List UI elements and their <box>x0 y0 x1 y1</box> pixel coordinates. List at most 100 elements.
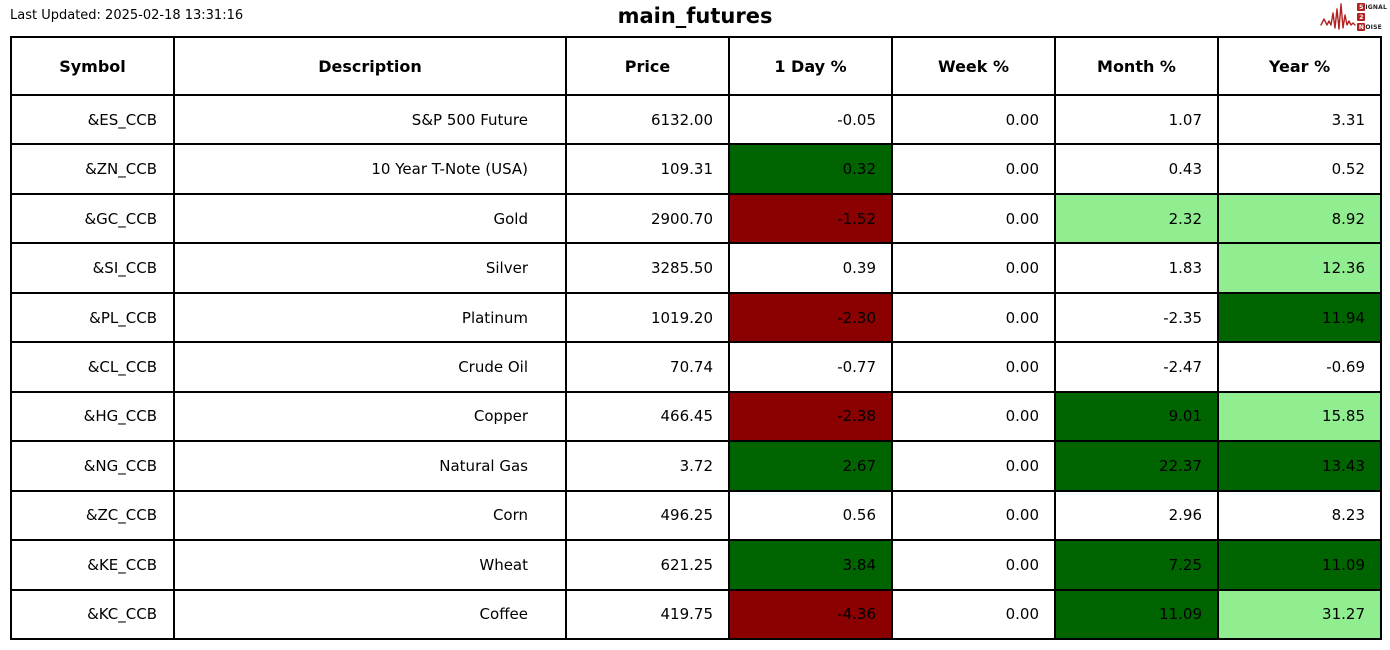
day-pct-cell: 3.84 <box>728 539 893 591</box>
price-cell: 621.25 <box>565 539 730 591</box>
description-cell: Corn <box>173 489 567 542</box>
year-pct-cell: 12.36 <box>1217 242 1382 294</box>
description-cell: Natural Gas <box>173 440 567 492</box>
month-pct-cell: -2.35 <box>1054 291 1219 344</box>
description-cell: Wheat <box>173 539 567 591</box>
last-updated-timestamp: Last Updated: 2025-02-18 13:31:16 <box>10 8 244 23</box>
year-pct-cell: -0.69 <box>1217 341 1382 393</box>
symbol-cell: &HG_CCB <box>10 390 175 443</box>
price-cell: 466.45 <box>565 390 730 443</box>
month-pct-cell: 1.07 <box>1054 93 1219 146</box>
column-header-price: Price <box>565 36 730 96</box>
table-row: &KC_CCB Coffee 419.75 -4.36 0.00 11.09 3… <box>10 588 1382 641</box>
waveform-icon <box>1320 3 1357 30</box>
day-pct-cell: 2.67 <box>728 440 893 492</box>
year-pct-cell: 13.43 <box>1217 440 1382 492</box>
table-row: &ZN_CCB 10 Year T-Note (USA) 109.31 0.32… <box>10 143 1382 195</box>
week-pct-cell: 0.00 <box>891 242 1056 294</box>
week-pct-cell: 0.00 <box>891 93 1056 146</box>
page-title: main_futures <box>617 4 773 28</box>
day-pct-cell: -2.38 <box>728 390 893 443</box>
logo-line-signal: S IGNAL <box>1357 3 1387 11</box>
week-pct-cell: 0.00 <box>891 390 1056 443</box>
table-body: &ES_CCB S&P 500 Future 6132.00 -0.05 0.0… <box>10 93 1382 641</box>
symbol-cell: &CL_CCB <box>10 341 175 393</box>
week-pct-cell: 0.00 <box>891 588 1056 641</box>
column-header-week: Week % <box>891 36 1056 96</box>
logo-line-2: 2 <box>1357 13 1387 22</box>
column-header-year: Year % <box>1217 36 1382 96</box>
description-cell: Platinum <box>173 291 567 344</box>
price-cell: 2900.70 <box>565 192 730 245</box>
symbol-cell: &ZN_CCB <box>10 143 175 195</box>
column-header-1-day: 1 Day % <box>728 36 893 96</box>
symbol-cell: &SI_CCB <box>10 242 175 294</box>
symbol-cell: &GC_CCB <box>10 192 175 245</box>
day-pct-cell: -0.77 <box>728 341 893 393</box>
year-pct-cell: 11.94 <box>1217 291 1382 344</box>
month-pct-cell: 22.37 <box>1054 440 1219 492</box>
price-cell: 3.72 <box>565 440 730 492</box>
table-row: &PL_CCB Platinum 1019.20 -2.30 0.00 -2.3… <box>10 291 1382 344</box>
year-pct-cell: 8.23 <box>1217 489 1382 542</box>
table-row: &HG_CCB Copper 466.45 -2.38 0.00 9.01 15… <box>10 390 1382 443</box>
month-pct-cell: 11.09 <box>1054 588 1219 641</box>
futures-table: Symbol Description Price 1 Day % Week % Month… <box>10 36 1382 641</box>
price-cell: 109.31 <box>565 143 730 195</box>
logo-text: S IGNAL 2 N OISE <box>1357 3 1387 32</box>
month-pct-cell: 0.43 <box>1054 143 1219 195</box>
table-row: &ZC_CCB Corn 496.25 0.56 0.00 2.96 8.23 <box>10 489 1382 542</box>
column-header-symbol: Symbol <box>10 36 175 96</box>
month-pct-cell: 7.25 <box>1054 539 1219 591</box>
year-pct-cell: 0.52 <box>1217 143 1382 195</box>
header-row: Symbol Description Price 1 Day % Week % Month… <box>10 36 1382 96</box>
year-pct-cell: 8.92 <box>1217 192 1382 245</box>
symbol-cell: &KC_CCB <box>10 588 175 641</box>
price-cell: 6132.00 <box>565 93 730 146</box>
column-header-description: Description <box>173 36 567 96</box>
day-pct-cell: -0.05 <box>728 93 893 146</box>
symbol-cell: &PL_CCB <box>10 291 175 344</box>
symbol-cell: &ZC_CCB <box>10 489 175 542</box>
week-pct-cell: 0.00 <box>891 192 1056 245</box>
description-cell: Copper <box>173 390 567 443</box>
year-pct-cell: 3.31 <box>1217 93 1382 146</box>
table-row: &SI_CCB Silver 3285.50 0.39 0.00 1.83 12… <box>10 242 1382 294</box>
price-cell: 496.25 <box>565 489 730 542</box>
day-pct-cell: -1.52 <box>728 192 893 245</box>
year-pct-cell: 15.85 <box>1217 390 1382 443</box>
description-cell: Crude Oil <box>173 341 567 393</box>
month-pct-cell: 1.83 <box>1054 242 1219 294</box>
week-pct-cell: 0.00 <box>891 143 1056 195</box>
month-pct-cell: 2.96 <box>1054 489 1219 542</box>
symbol-cell: &ES_CCB <box>10 93 175 146</box>
price-cell: 419.75 <box>565 588 730 641</box>
day-pct-cell: 0.56 <box>728 489 893 542</box>
price-cell: 1019.20 <box>565 291 730 344</box>
day-pct-cell: -4.36 <box>728 588 893 641</box>
description-cell: Gold <box>173 192 567 245</box>
description-cell: Silver <box>173 242 567 294</box>
symbol-cell: &KE_CCB <box>10 539 175 591</box>
week-pct-cell: 0.00 <box>891 440 1056 492</box>
table-row: &NG_CCB Natural Gas 3.72 2.67 0.00 22.37… <box>10 440 1382 492</box>
column-header-month: Month % <box>1054 36 1219 96</box>
week-pct-cell: 0.00 <box>891 539 1056 591</box>
table-header: Symbol Description Price 1 Day % Week % Month… <box>10 36 1382 96</box>
signal2noise-logo: S IGNAL 2 N OISE <box>1320 2 1387 32</box>
table-row: &KE_CCB Wheat 621.25 3.84 0.00 7.25 11.0… <box>10 539 1382 591</box>
month-pct-cell: 9.01 <box>1054 390 1219 443</box>
logo-letter-n: N <box>1357 23 1366 31</box>
table-row: &ES_CCB S&P 500 Future 6132.00 -0.05 0.0… <box>10 93 1382 146</box>
description-cell: S&P 500 Future <box>173 93 567 146</box>
week-pct-cell: 0.00 <box>891 489 1056 542</box>
year-pct-cell: 31.27 <box>1217 588 1382 641</box>
week-pct-cell: 0.00 <box>891 291 1056 344</box>
logo-letter-2: 2 <box>1357 13 1366 21</box>
day-pct-cell: -2.30 <box>728 291 893 344</box>
month-pct-cell: 2.32 <box>1054 192 1219 245</box>
day-pct-cell: 0.39 <box>728 242 893 294</box>
description-cell: Coffee <box>173 588 567 641</box>
day-pct-cell: 0.32 <box>728 143 893 195</box>
